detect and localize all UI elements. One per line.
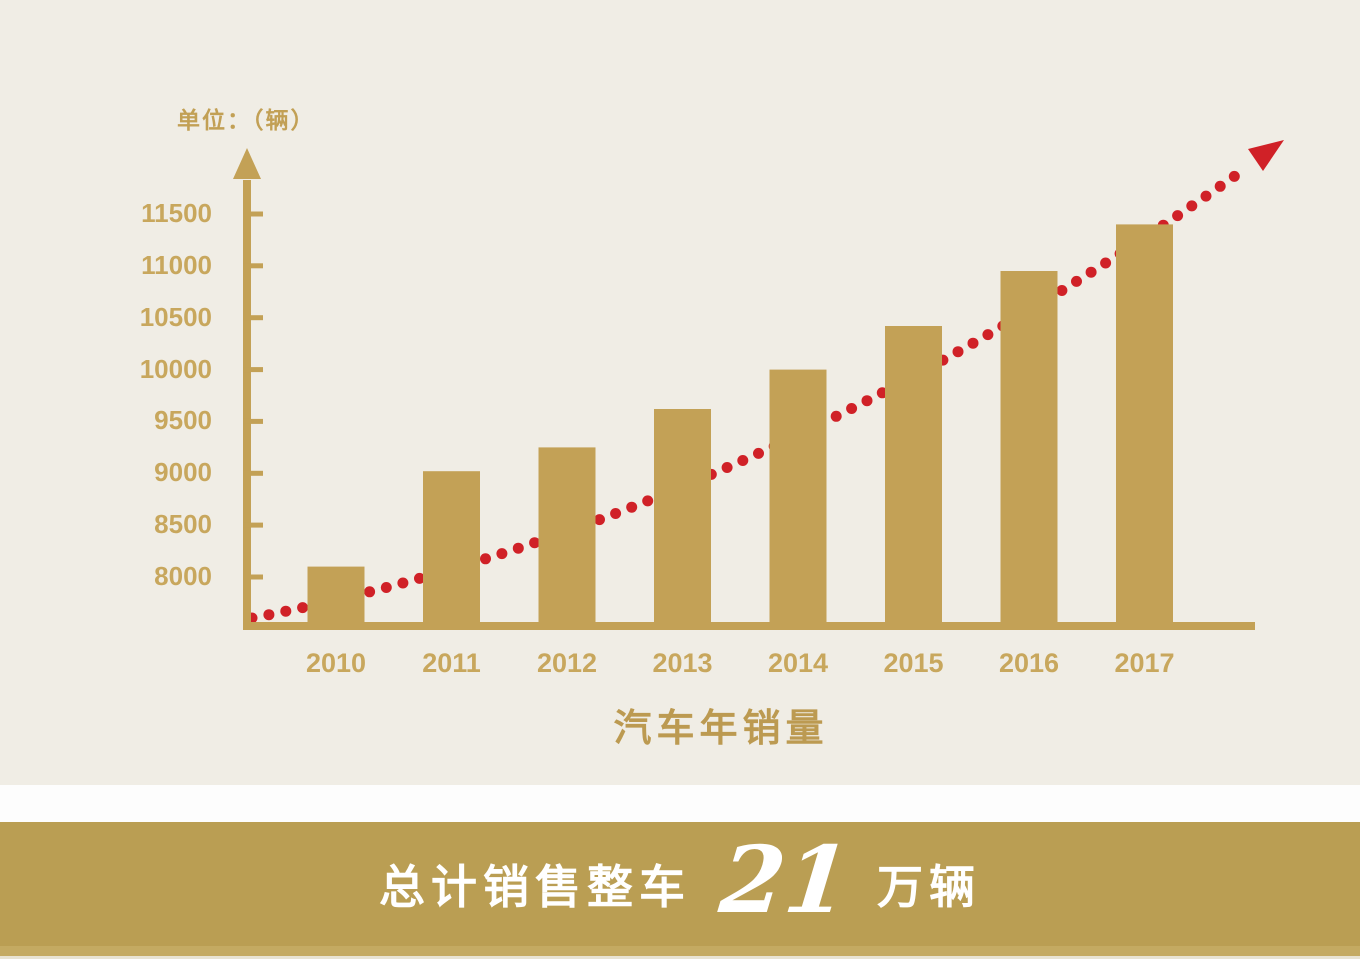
trend-dot [397, 577, 409, 589]
x-axis-label: 2010 [305, 648, 367, 678]
x-axis-label: 2014 [767, 648, 829, 678]
y-axis-tick [243, 263, 263, 269]
x-axis-label: 2016 [998, 648, 1060, 678]
trend-dot [414, 572, 425, 584]
x-axis-label: 2015 [883, 648, 944, 678]
trend-dot [982, 329, 994, 341]
y-axis-tick [243, 315, 263, 321]
bar [307, 566, 365, 622]
trend-dot [1100, 257, 1112, 269]
total-sales-banner: 总计销售整车 21 万辆 [0, 822, 1360, 946]
trend-dot [1200, 190, 1212, 202]
y-axis-tick-label: 10000 [139, 353, 212, 384]
chart-area: 单位：（辆） 8000 8500 9000 9500 10000 10500 11000 11… [0, 0, 1360, 785]
trend-dot [529, 537, 541, 549]
y-axis-tick-label: 10500 [139, 301, 212, 332]
trend-dot [830, 410, 842, 422]
y-axis-unit-label: 单位：（辆） [177, 107, 316, 133]
banner-highlight-strip [0, 946, 1360, 956]
trend-dot [496, 548, 508, 560]
trend-dot [1214, 180, 1226, 192]
trend-dot [364, 586, 376, 598]
trend-dot [1172, 210, 1184, 222]
x-axis-label: 2012 [536, 648, 598, 678]
x-axis-label: 2017 [1114, 648, 1175, 678]
trend-dot [480, 553, 491, 565]
trend-dot [952, 346, 964, 358]
y-axis-tick-label: 11000 [141, 249, 212, 280]
bottom-edge-strip [0, 956, 1360, 959]
y-axis-tick [243, 574, 263, 580]
trend-dot [626, 501, 638, 513]
trend-dot [1056, 285, 1068, 296]
bar [538, 447, 596, 622]
trend-dot [753, 447, 764, 459]
trend-dot [297, 602, 309, 614]
bar [1116, 224, 1173, 622]
trend-dot [1085, 266, 1097, 278]
trend-dot [861, 395, 873, 407]
y-axis-tick [243, 470, 263, 476]
trend-dot [846, 403, 858, 414]
y-axis-arrow-icon [233, 148, 261, 179]
y-axis-tick [243, 418, 263, 424]
trend-dot [1071, 275, 1082, 287]
trend-dot [512, 542, 524, 554]
trend-dot [967, 337, 979, 349]
y-axis-tick [243, 522, 263, 528]
trend-dot [280, 605, 292, 617]
trend-dot [642, 495, 654, 507]
y-axis-line [243, 180, 251, 630]
chart-title: 汽车年销量 [613, 708, 829, 750]
bar [654, 409, 711, 622]
bar [769, 369, 827, 622]
x-axis-label: 2011 [422, 648, 481, 678]
y-axis-tick-label: 9000 [154, 457, 212, 488]
banner-number: 21 [715, 826, 855, 934]
trend-dot [1186, 200, 1198, 212]
trend-dot [1228, 170, 1240, 182]
trend-arrow-icon [1248, 140, 1284, 171]
trend-dot [380, 582, 392, 593]
x-axis-label: 2013 [652, 648, 713, 678]
trend-dot [263, 609, 275, 621]
y-axis-tick-label: 8000 [154, 561, 212, 591]
trend-dot [594, 514, 605, 526]
y-axis-tick-label: 9500 [154, 405, 212, 436]
trend-dot [610, 508, 622, 519]
y-axis-tick-label: 11500 [141, 197, 212, 228]
bar [423, 471, 480, 622]
banner-suffix-text: 万辆 [877, 862, 982, 913]
x-axis-line [243, 622, 1255, 630]
divider-gap [0, 785, 1360, 822]
y-axis-tick [243, 367, 263, 373]
trend-dot [737, 455, 749, 466]
bar [1000, 271, 1058, 622]
bar-chart-svg [233, 140, 1284, 630]
trend-dot [721, 462, 733, 473]
banner-prefix-text: 总计销售整车 [378, 862, 691, 913]
y-axis-tick [243, 211, 263, 217]
y-axis-tick-label: 8500 [154, 509, 212, 540]
bar [885, 326, 942, 622]
